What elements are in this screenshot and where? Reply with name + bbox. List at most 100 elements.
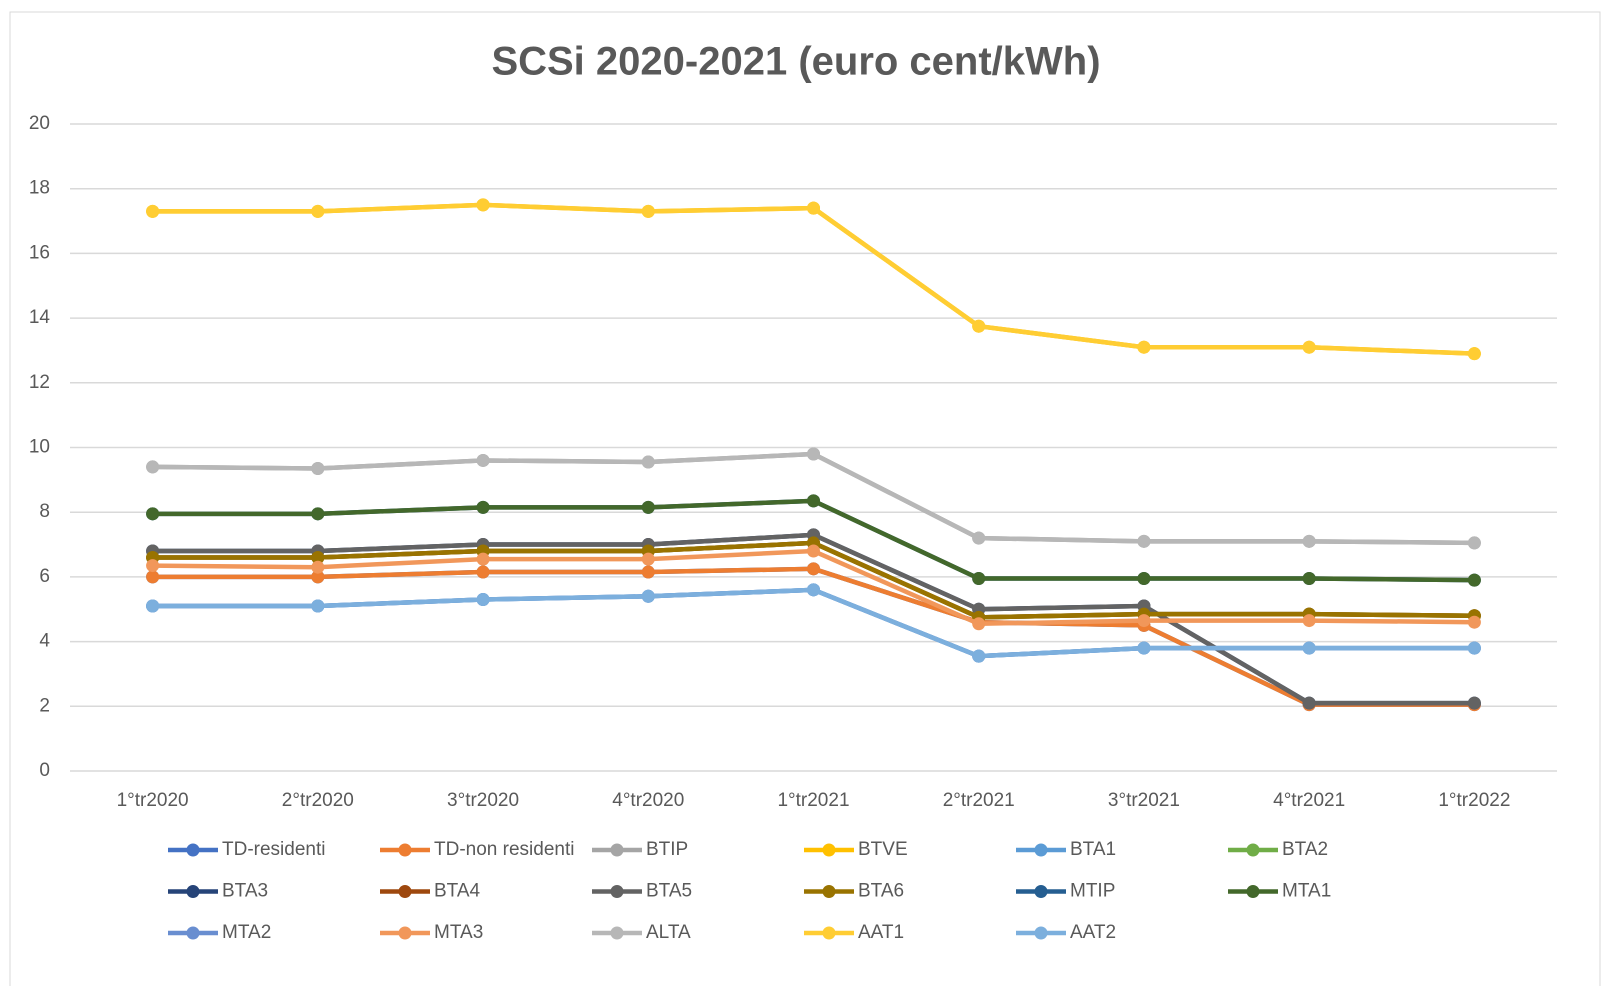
legend-marker [610,885,624,898]
data-point [311,462,325,476]
data-point [311,599,325,613]
legend-marker [1034,843,1048,857]
legend-label: MTIP [1070,881,1115,902]
legend-marker [186,843,200,857]
data-point [476,453,490,467]
data-point [311,570,325,584]
y-tick-label: 6 [39,566,50,587]
legend-label: BTVE [858,839,908,860]
data-point [476,500,490,514]
data-point [807,494,820,508]
legend-marker [822,926,836,940]
data-point [807,447,820,461]
legend-marker [822,843,836,857]
data-point [311,560,325,574]
data-point [1302,641,1316,655]
legend-label: TD-residenti [222,839,325,860]
legend-marker [610,926,624,940]
x-tick-label: 1°tr2022 [1438,790,1510,811]
data-point [641,500,655,514]
data-point [1137,614,1151,628]
y-tick-label: 16 [29,242,50,263]
data-point [972,617,986,631]
data-point [311,550,325,564]
data-point [311,507,325,521]
legend-marker [186,926,200,940]
legend-marker [1034,885,1048,898]
x-tick-label: 3°tr2021 [1108,790,1180,811]
data-point [1137,340,1151,354]
x-tick-label: 3°tr2020 [447,790,519,811]
data-point [1137,572,1151,586]
data-point [476,593,490,607]
legend-marker [1246,885,1260,898]
y-tick-label: 8 [39,501,50,522]
y-tick-label: 20 [29,113,50,134]
data-point [1302,696,1316,710]
data-point [1467,573,1481,587]
data-point [1467,536,1481,550]
legend-label: TD-non residenti [434,839,574,860]
y-tick-label: 0 [39,760,50,781]
legend-label: BTA4 [434,881,481,902]
x-tick-label: 2°tr2020 [282,790,354,811]
data-point [476,198,490,212]
legend-label: BTA6 [858,881,904,902]
x-tick-label: 1°tr2020 [117,790,189,811]
y-tick-label: 10 [29,437,50,458]
legend-marker [398,843,412,857]
y-tick-label: 2 [39,695,50,716]
legend-label: AAT1 [858,922,904,943]
data-point [1467,696,1481,710]
data-point [1467,615,1481,629]
data-point [972,531,986,545]
data-point [972,649,986,663]
legend-label: BTA3 [222,881,268,902]
legend-marker [1246,843,1260,857]
legend-marker [822,885,836,898]
legend-label: BTA2 [1282,839,1328,860]
legend-label: BTA1 [1070,839,1116,860]
legend-marker [186,885,200,898]
data-point [641,552,655,566]
data-point [807,562,820,576]
chart-title: SCSi 2020-2021 (euro cent/kWh) [491,40,1100,84]
data-point [311,204,325,218]
data-point [1302,340,1316,354]
data-point [1467,347,1481,361]
data-point [641,455,655,469]
data-point [146,507,160,521]
legend-label: AAT2 [1070,922,1116,943]
legend-label: MTA2 [222,922,271,943]
legend-label: BTA5 [646,881,692,902]
y-tick-label: 4 [39,631,50,652]
data-point [641,565,655,579]
data-point [146,599,160,613]
legend-label: ALTA [646,922,691,943]
legend-marker [398,885,412,898]
legend-label: MTA3 [434,922,483,943]
data-point [1137,641,1151,655]
x-tick-label: 4°tr2021 [1273,790,1345,811]
y-tick-label: 18 [29,178,50,199]
legend-label: MTA1 [1282,881,1331,902]
data-point [972,572,986,586]
data-point [641,589,655,603]
data-point [807,583,820,597]
data-point [146,460,160,474]
data-point [641,204,655,218]
data-point [1137,534,1151,548]
y-tick-label: 14 [29,307,51,328]
data-point [146,204,160,218]
x-tick-label: 1°tr2021 [777,790,849,811]
data-point [1467,641,1481,655]
legend-marker [398,926,412,940]
data-point [1302,614,1316,628]
data-point [1302,572,1316,586]
data-point [972,319,986,333]
data-point [476,552,490,566]
legend-label: BTIP [646,839,688,860]
data-point [807,201,820,215]
data-point [146,570,160,584]
